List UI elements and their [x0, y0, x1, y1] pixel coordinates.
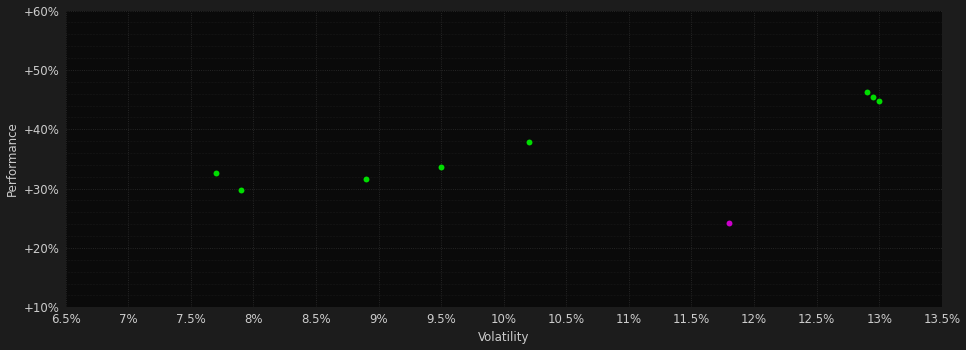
Point	[208, 170, 223, 176]
Point	[866, 94, 881, 100]
Point	[521, 140, 536, 145]
Point	[859, 90, 874, 95]
Point	[434, 164, 449, 169]
Point	[871, 98, 887, 104]
Y-axis label: Performance: Performance	[6, 121, 18, 196]
Point	[233, 187, 248, 192]
X-axis label: Volatility: Volatility	[478, 331, 529, 344]
Point	[722, 220, 737, 226]
Point	[358, 176, 374, 182]
